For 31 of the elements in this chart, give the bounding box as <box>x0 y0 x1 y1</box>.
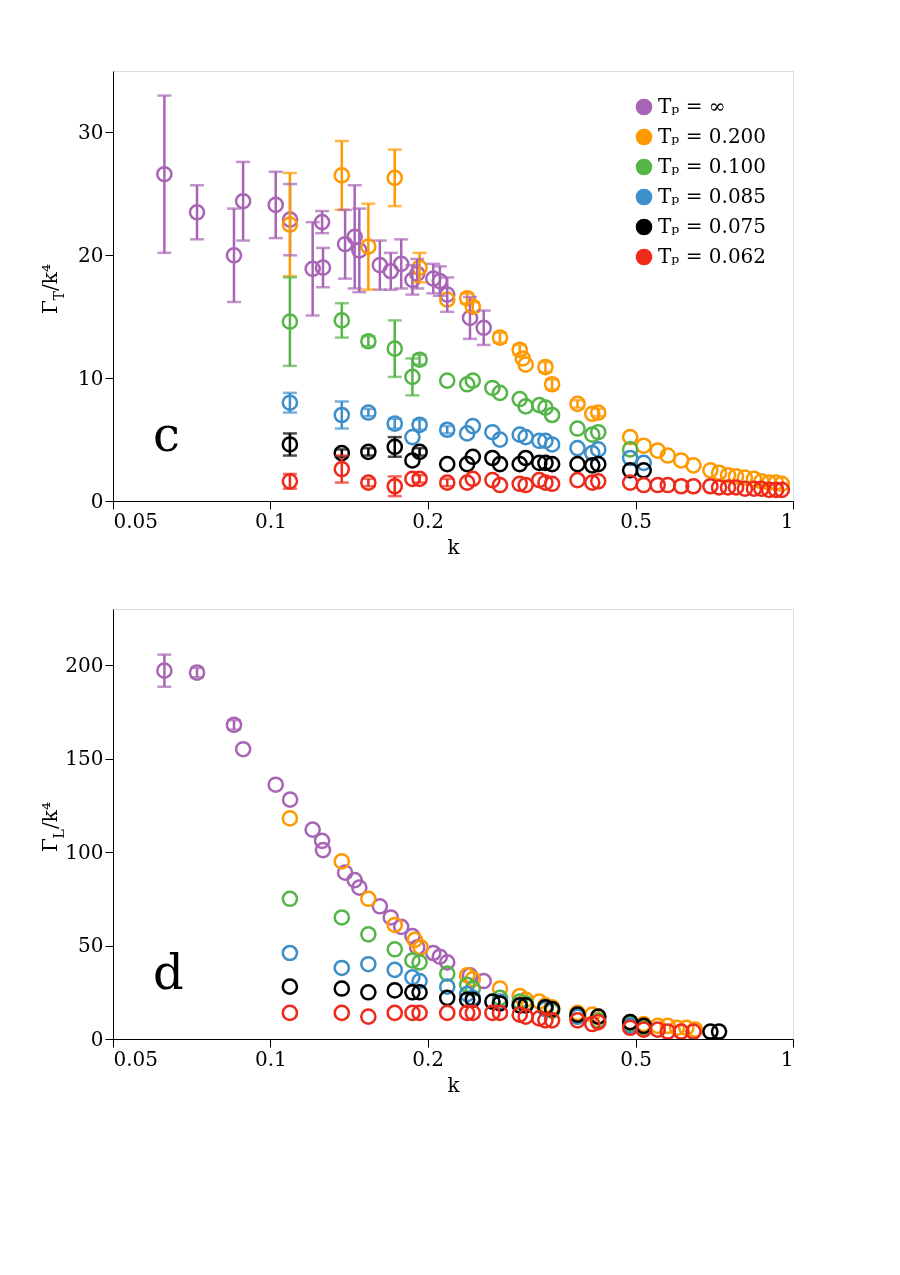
x-axis-title: k <box>447 534 461 559</box>
legend-label: Tₚ = 0.075 <box>658 214 767 238</box>
annotation: c <box>153 406 180 462</box>
legend-label: Tₚ = 0.200 <box>658 124 767 148</box>
legend-label: Tₚ = ∞ <box>658 94 726 118</box>
y-tick-label: 10 <box>78 365 104 390</box>
y-tick-label: 20 <box>78 242 104 267</box>
x-tick-label: 0.5 <box>620 508 653 533</box>
legend-label: Tₚ = 0.085 <box>658 184 767 208</box>
x-tick-label: 0.05 <box>113 1046 159 1071</box>
y-tick-label: 200 <box>65 652 104 677</box>
legend-label: Tₚ = 0.062 <box>658 244 767 268</box>
x-tick-label: 0.1 <box>254 1046 287 1071</box>
x-tick-label: 0.05 <box>113 508 159 533</box>
y-axis-title: ΓT/k⁴ <box>38 264 67 314</box>
y-tick-label: 30 <box>78 119 104 144</box>
x-tick-label: 0.2 <box>412 1046 445 1071</box>
x-tick-label: 0.1 <box>254 508 287 533</box>
x-tick-label: 0.5 <box>620 1046 653 1071</box>
x-tick-label: 0.2 <box>412 508 445 533</box>
y-tick-label: 0 <box>90 488 104 513</box>
y-tick-label: 0 <box>90 1026 104 1051</box>
x-axis-title: k <box>447 1072 461 1097</box>
y-tick-label: 100 <box>65 839 104 864</box>
legend-label: Tₚ = 0.100 <box>658 154 767 178</box>
y-tick-label: 150 <box>65 746 104 771</box>
y-axis-title: ΓL/k⁴ <box>38 802 67 852</box>
x-tick-label: 1 <box>780 508 794 533</box>
annotation: d <box>153 944 184 1000</box>
y-tick-label: 50 <box>78 933 104 958</box>
x-tick-label: 1 <box>780 1046 794 1071</box>
